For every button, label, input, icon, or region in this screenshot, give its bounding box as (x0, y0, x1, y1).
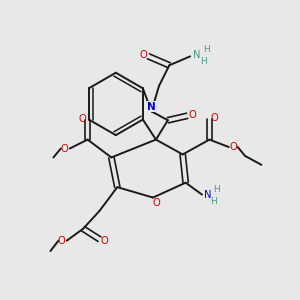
Text: N: N (147, 102, 156, 112)
Text: H: H (214, 185, 220, 194)
Text: O: O (230, 142, 238, 152)
Text: H: H (203, 45, 210, 54)
Text: O: O (211, 112, 218, 123)
Text: O: O (189, 110, 196, 120)
Text: O: O (100, 236, 108, 246)
Text: O: O (61, 144, 68, 154)
Text: O: O (139, 50, 147, 60)
Text: H: H (210, 196, 217, 206)
Text: O: O (79, 114, 86, 124)
Text: O: O (152, 198, 160, 208)
Text: O: O (58, 236, 66, 246)
Text: H: H (200, 57, 207, 66)
Text: N: N (147, 102, 156, 112)
Text: N: N (204, 190, 212, 200)
Text: N: N (193, 50, 200, 60)
